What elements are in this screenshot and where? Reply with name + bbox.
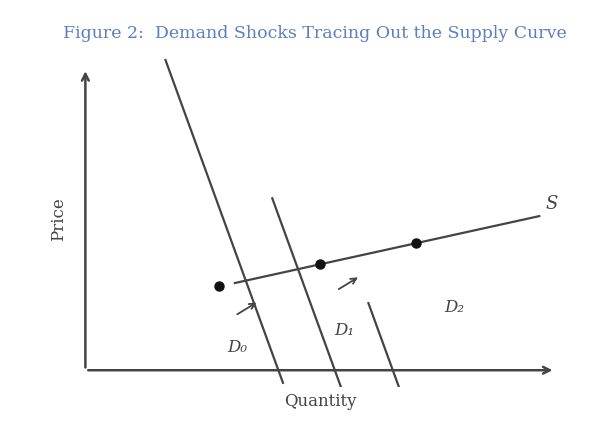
Text: D₂: D₂ [444,299,464,316]
Text: Price: Price [50,197,67,241]
Text: D₁: D₁ [334,322,355,339]
Text: D₀: D₀ [227,339,248,356]
Text: Figure 2:  Demand Shocks Tracing Out the Supply Curve: Figure 2: Demand Shocks Tracing Out the … [63,25,567,42]
Text: Quantity: Quantity [284,393,356,410]
Text: S: S [545,195,558,213]
